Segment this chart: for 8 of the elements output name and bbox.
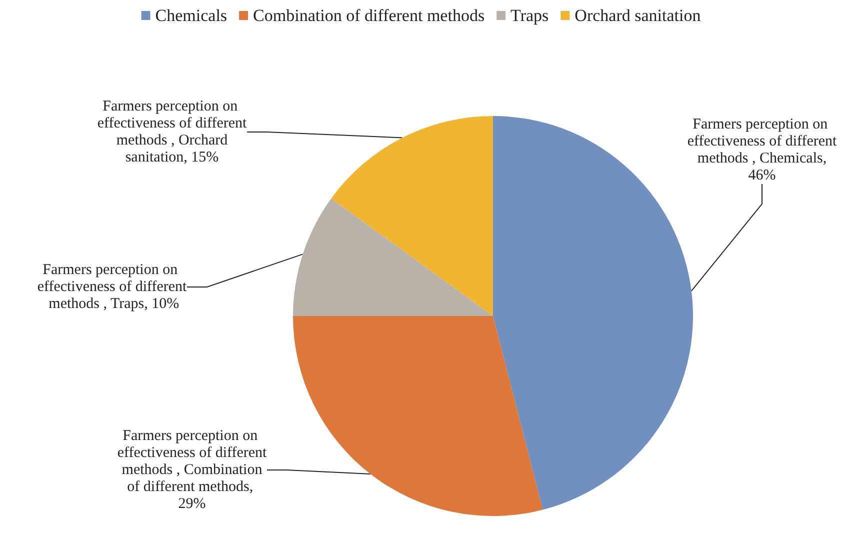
legend-label: Chemicals bbox=[155, 6, 228, 25]
data-label: Farmers perception on effectiveness of different methods , Orchard sanitation, 15% bbox=[97, 98, 248, 166]
data-label: Farmers perception on effectiveness of different methods , Traps, 10% bbox=[37, 262, 188, 312]
legend-label: Orchard sanitation bbox=[574, 6, 702, 25]
data-label: Farmers perception on effectiveness of different methods , Chemicals, 46% bbox=[687, 116, 838, 184]
legend-label: Traps bbox=[510, 6, 549, 25]
legend-label: Combination of different methods bbox=[253, 6, 485, 25]
data-label: Farmers perception on effectiveness of different methods , Combination of different methods, 29% bbox=[117, 428, 268, 512]
